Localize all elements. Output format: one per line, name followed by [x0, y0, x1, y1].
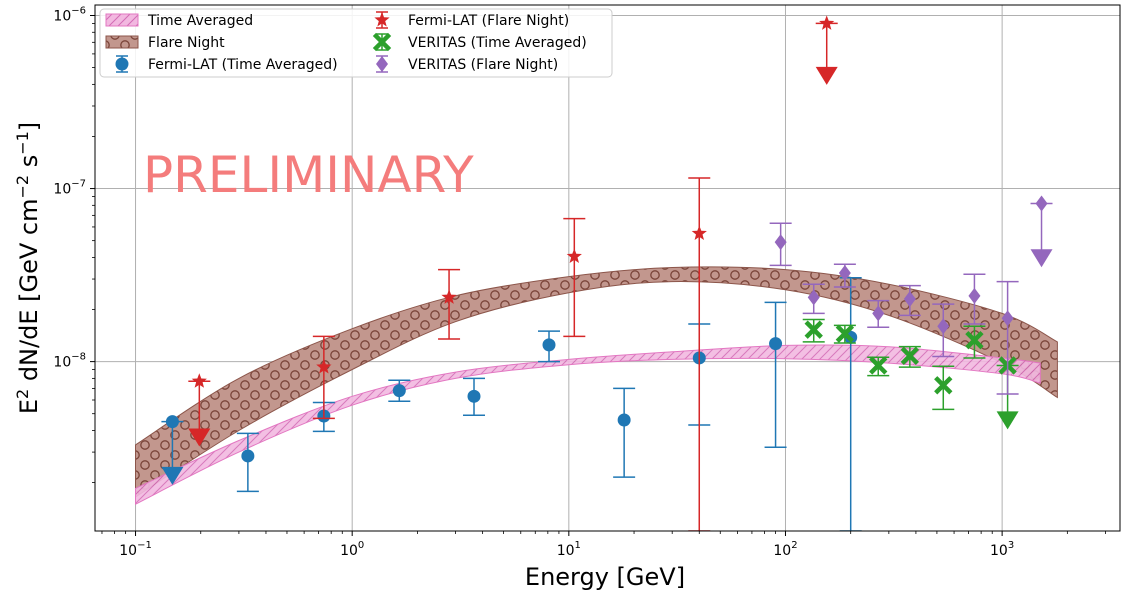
legend: Time Averaged Flare Night Fermi-LAT (Time …	[99, 8, 613, 78]
data-point	[819, 15, 835, 30]
data-point	[838, 265, 851, 282]
data-point	[392, 384, 406, 398]
data-points	[161, 15, 1053, 531]
data-point	[617, 413, 631, 427]
series-1	[188, 15, 838, 531]
legend-marker	[372, 32, 392, 52]
data-point	[566, 248, 582, 263]
band-time-averaged	[135, 344, 1041, 506]
legend-item: Fermi-LAT (Flare Night)	[374, 11, 569, 29]
x-tick-label: 103	[990, 540, 1014, 559]
legend-item: Flare Night	[105, 35, 225, 51]
data-point	[241, 449, 255, 463]
upper-limit-arrow	[996, 411, 1019, 430]
series-3	[769, 195, 1053, 395]
upper-limit-arrow	[1030, 249, 1053, 268]
data-point	[900, 346, 920, 366]
data-point	[934, 376, 953, 395]
upper-limit-arrow	[161, 466, 184, 485]
data-point	[467, 389, 481, 403]
legend-item: VERITAS (Time Averaged)	[372, 32, 587, 52]
data-point	[316, 359, 332, 374]
data-point	[965, 330, 984, 350]
data-point	[968, 287, 981, 304]
upper-limit-arrow	[815, 66, 838, 85]
y-tick-label: 10−6	[53, 6, 86, 25]
x-axis-label: Energy [GeV]	[525, 563, 685, 591]
data-point	[441, 289, 457, 304]
data-point	[804, 320, 823, 339]
legend-label: Time Averaged	[147, 13, 253, 29]
legend-marker	[374, 12, 390, 27]
data-point	[165, 415, 179, 429]
x-tick-label: 100	[340, 540, 364, 559]
data-point	[1035, 195, 1048, 212]
legend-label: VERITAS (Time Averaged)	[408, 35, 587, 51]
plot-frame	[94, 4, 1121, 532]
x-axis-ticks: 10−1 100 101 102 103	[101, 531, 1106, 559]
legend-item: Time Averaged	[105, 13, 253, 29]
data-point	[872, 305, 885, 322]
model-bands	[135, 266, 1058, 506]
legend-marker	[115, 57, 129, 71]
legend-item: Fermi-LAT (Time Averaged)	[115, 55, 338, 73]
data-point	[835, 324, 855, 343]
legend-item: VERITAS (Flare Night)	[376, 55, 558, 73]
data-point	[1001, 310, 1014, 327]
data-point	[937, 318, 950, 335]
x-tick-label: 101	[557, 540, 581, 559]
y-axis-label: E2 dN/dE [GeV cm−2 s−1]	[13, 122, 43, 414]
data-point	[191, 373, 207, 388]
upper-limit-arrow	[188, 428, 211, 447]
data-point	[869, 356, 888, 375]
x-tick-label: 10−1	[119, 540, 152, 559]
legend-box	[99, 8, 613, 78]
legend-swatch	[105, 13, 139, 27]
y-tick-label: 10−7	[53, 179, 86, 198]
data-point	[691, 225, 707, 240]
legend-label: VERITAS (Flare Night)	[408, 57, 558, 73]
legend-marker	[376, 56, 388, 72]
legend-label: Flare Night	[148, 35, 225, 51]
band-flare-night	[135, 266, 1058, 498]
data-point	[807, 289, 820, 306]
y-axis-ticks: 10−8 10−7 10−6	[53, 6, 95, 483]
x-tick-label: 102	[773, 540, 797, 559]
legend-swatch	[105, 35, 139, 49]
data-point	[774, 234, 787, 251]
data-point	[542, 338, 556, 352]
preliminary-watermark: PRELIMINARY	[143, 146, 474, 204]
series-0	[161, 277, 862, 531]
data-point	[769, 337, 783, 351]
data-point	[903, 291, 916, 308]
legend-label: Fermi-LAT (Time Averaged)	[148, 57, 338, 73]
y-tick-label: 10−8	[53, 352, 86, 371]
legend-label: Fermi-LAT (Flare Night)	[408, 13, 569, 29]
